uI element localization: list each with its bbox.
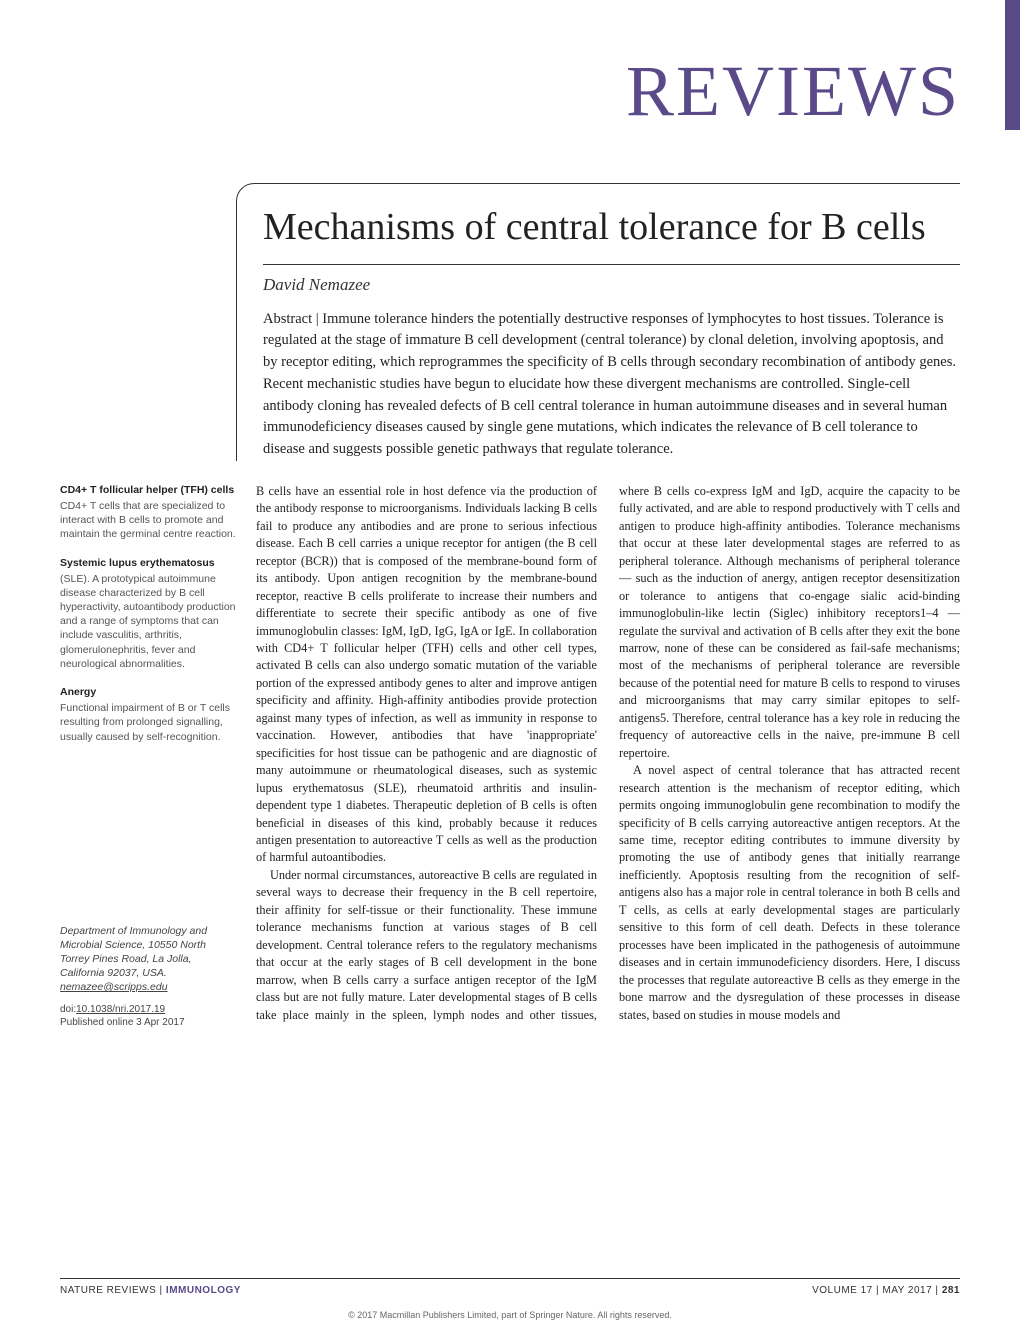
footer-page-number: 281	[942, 1285, 960, 1296]
term-definition: Functional impairment of B or T cells re…	[60, 701, 236, 744]
footer-right: VOLUME 17 | MAY 2017 | 281	[812, 1285, 960, 1296]
abstract-label: Abstract |	[263, 311, 322, 327]
footer-rule	[60, 1278, 960, 1279]
footer-publisher: NATURE REVIEWS |	[60, 1285, 166, 1296]
copyright-text: © 2017 Macmillan Publishers Limited, par…	[60, 1310, 960, 1320]
affiliation-block: Department of Immunology and Microbial S…	[60, 924, 236, 1030]
abstract: Abstract | Immune tolerance hinders the …	[263, 309, 960, 461]
doi-block: doi:10.1038/nri.2017.19 Published online…	[60, 1003, 236, 1030]
term-name: Systemic lupus erythematosus	[60, 556, 236, 570]
doi-link[interactable]: 10.1038/nri.2017.19	[76, 1004, 165, 1015]
body-text-columns: B cells have an essential role in host d…	[256, 483, 960, 1030]
glossary-term: CD4+ T follicular helper (TFH) cells CD4…	[60, 483, 236, 542]
author-name: David Nemazee	[263, 275, 960, 295]
published-date: Published online 3 Apr 2017	[60, 1016, 236, 1030]
abstract-text: Immune tolerance hinders the potentially…	[263, 311, 956, 458]
term-definition: (SLE). A prototypical autoimmune disease…	[60, 572, 236, 671]
footer-journal: IMMUNOLOGY	[166, 1285, 241, 1296]
term-name: CD4+ T follicular helper (TFH) cells	[60, 483, 236, 497]
sidebar-glossary: CD4+ T follicular helper (TFH) cells CD4…	[60, 483, 236, 1030]
glossary-term: Systemic lupus erythematosus (SLE). A pr…	[60, 556, 236, 671]
footer-row: NATURE REVIEWS | IMMUNOLOGY VOLUME 17 | …	[60, 1285, 960, 1296]
author-email[interactable]: nemazee@scripps.edu	[60, 980, 236, 994]
body-paragraph: B cells have an essential role in host d…	[256, 483, 597, 867]
article-title: Mechanisms of central tolerance for B ce…	[263, 206, 960, 250]
masthead: REVIEWS	[60, 50, 960, 133]
term-definition: CD4+ T cells that are specialized to int…	[60, 499, 236, 542]
masthead-accent-bar	[1005, 0, 1020, 130]
article-header-frame: Mechanisms of central tolerance for B ce…	[236, 183, 960, 461]
main-content-area: CD4+ T follicular helper (TFH) cells CD4…	[60, 483, 960, 1030]
affiliation-text: Department of Immunology and Microbial S…	[60, 924, 236, 981]
page-footer: NATURE REVIEWS | IMMUNOLOGY VOLUME 17 | …	[60, 1278, 960, 1320]
footer-left: NATURE REVIEWS | IMMUNOLOGY	[60, 1285, 241, 1296]
masthead-text: REVIEWS	[626, 51, 960, 131]
body-paragraph: A novel aspect of central tolerance that…	[619, 762, 960, 1024]
glossary-term: Anergy Functional impairment of B or T c…	[60, 685, 236, 744]
term-name: Anergy	[60, 685, 236, 699]
footer-issue: VOLUME 17 | MAY 2017 |	[812, 1285, 942, 1296]
title-rule	[263, 264, 960, 265]
